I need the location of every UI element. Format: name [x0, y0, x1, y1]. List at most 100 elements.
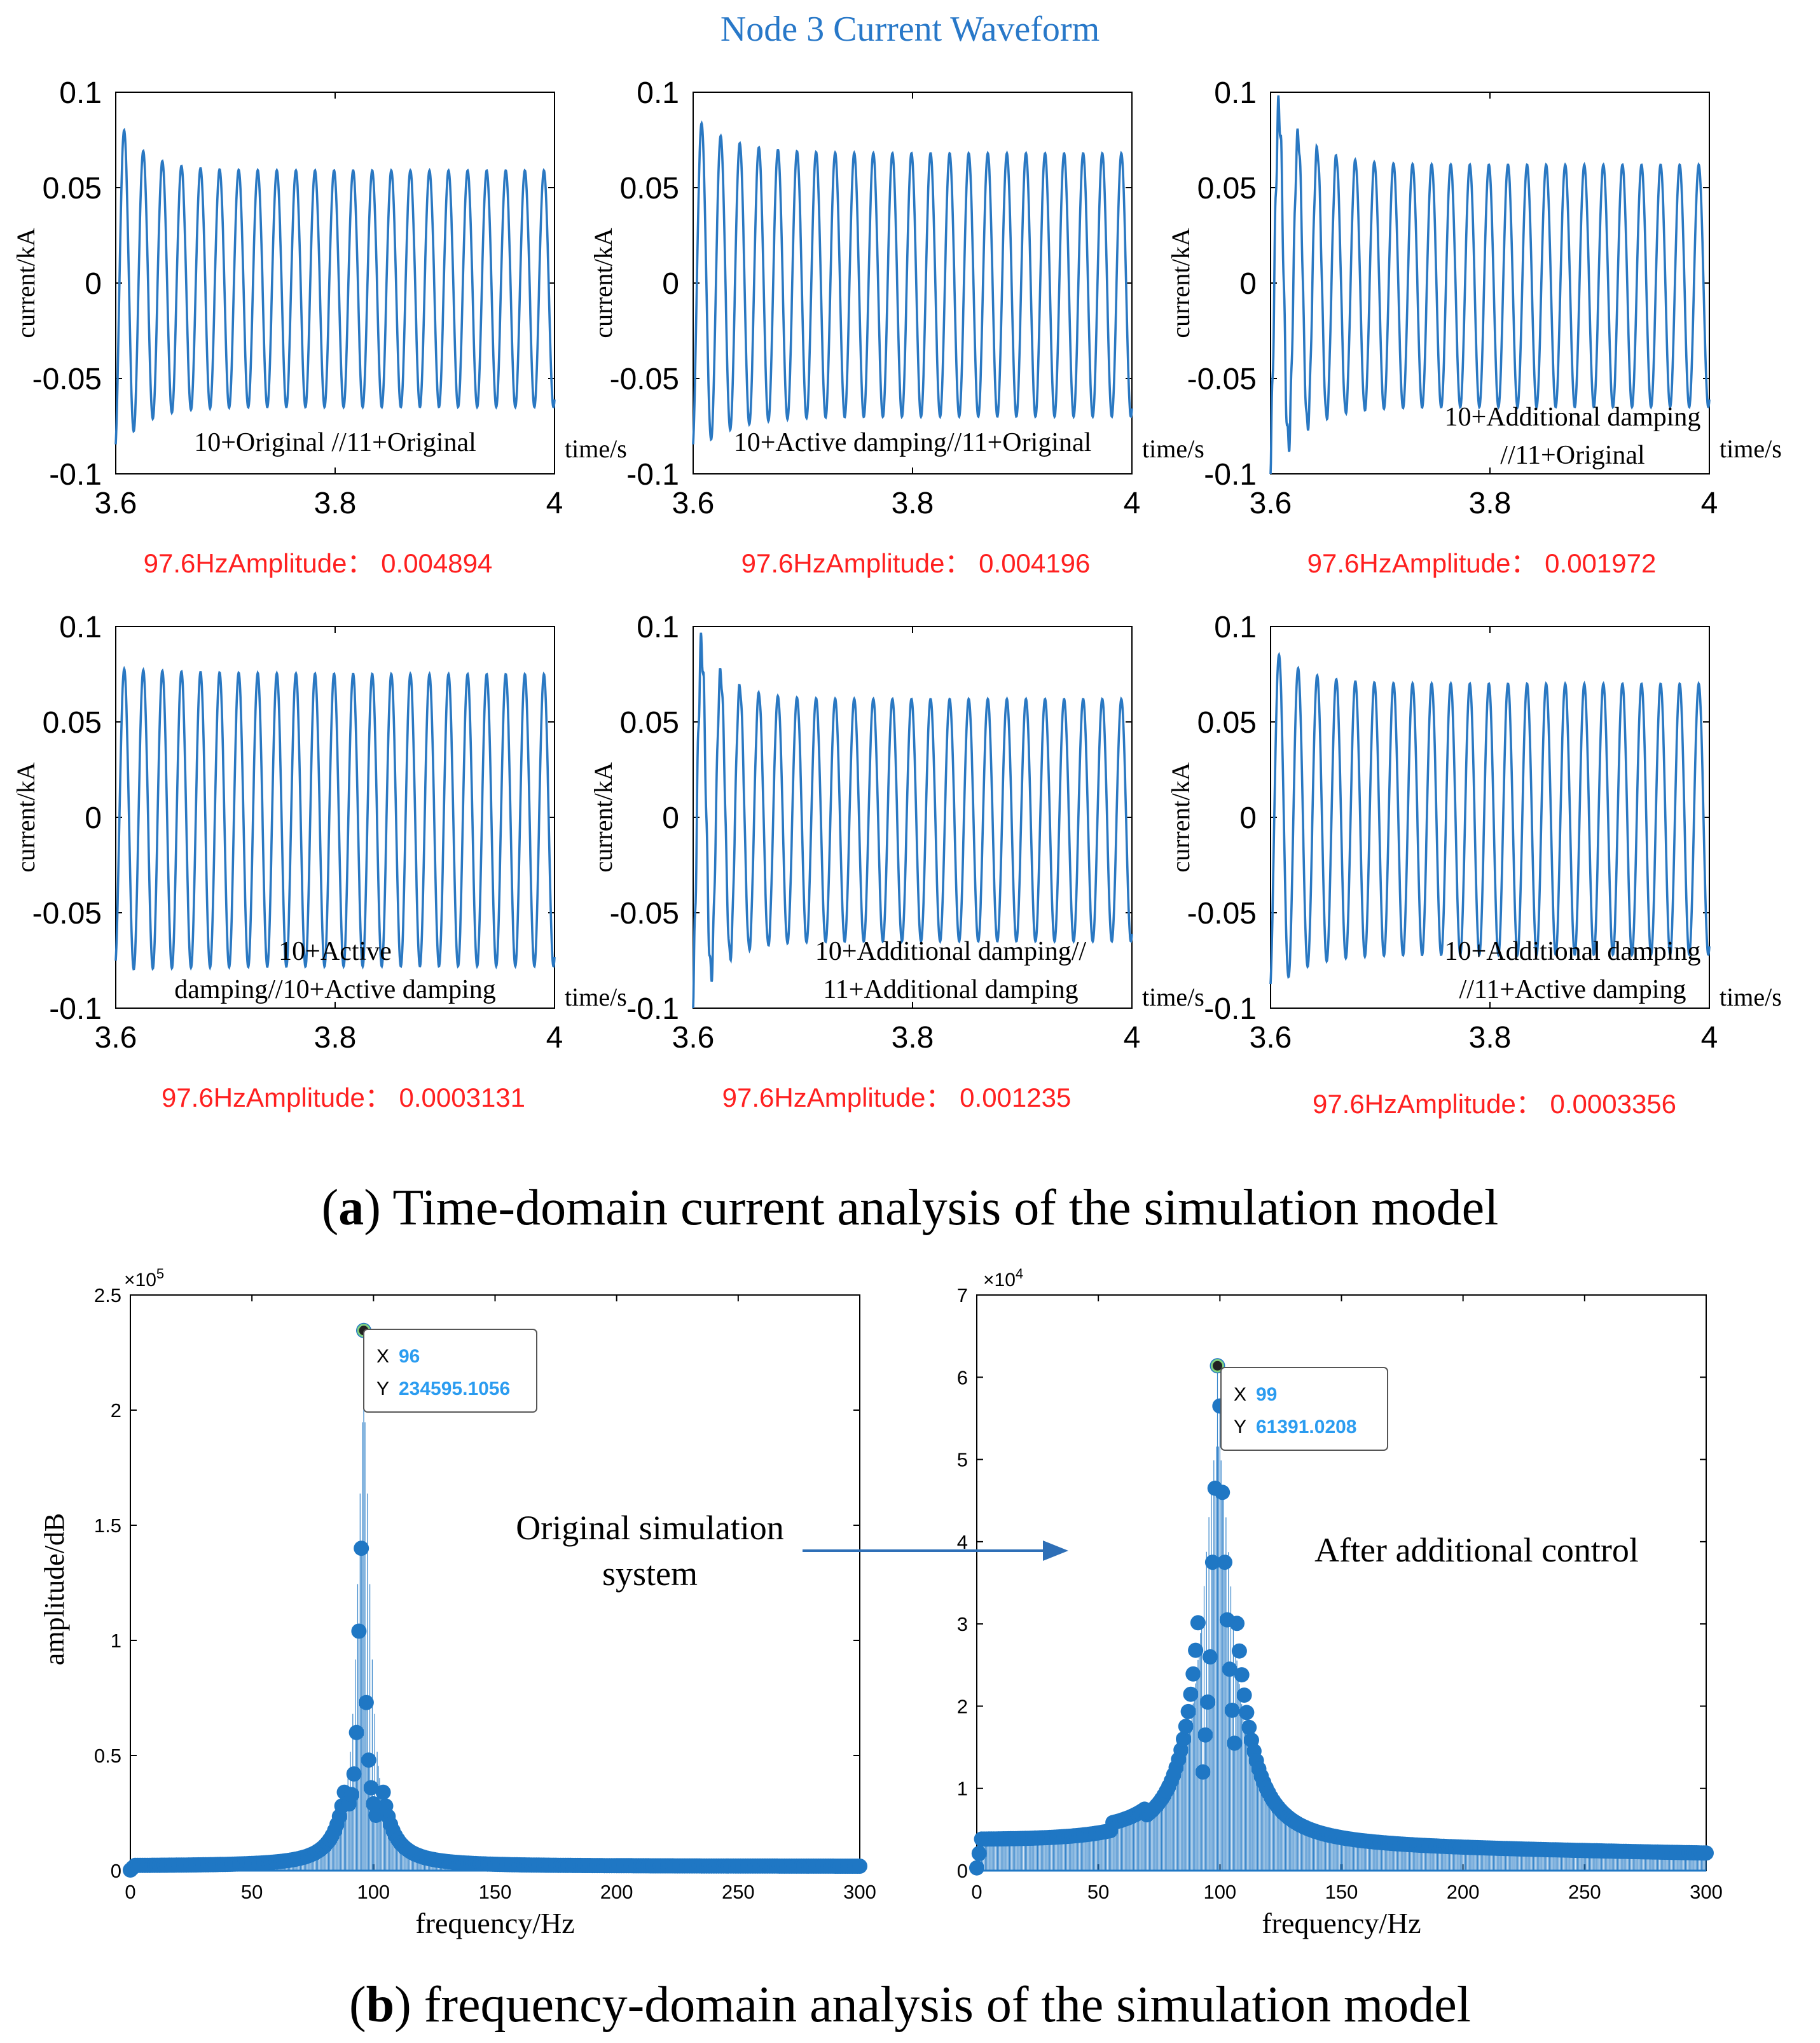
y-tick-label: -0.05: [1187, 897, 1257, 931]
x-axis-label: time/s: [565, 983, 627, 1011]
x-tick-label: 300: [1690, 1881, 1723, 1903]
stem-marker: [1188, 1642, 1204, 1658]
waveform-line: [692, 632, 1133, 1009]
caption-a-text: Time-domain current analysis of the simu…: [381, 1180, 1499, 1236]
x-tick-label: 3.6: [672, 1021, 715, 1055]
stem-marker: [971, 1846, 987, 1861]
panel-caption-line: 10+Original //11+Original: [194, 428, 476, 457]
y-tick-label: 1.5: [94, 1514, 121, 1537]
y-tick-label: -0.1: [626, 992, 679, 1026]
x-tick-label: 3.8: [314, 487, 357, 520]
y-tick-label: 4: [957, 1531, 968, 1553]
y-tick-label: 0.1: [59, 611, 102, 644]
y-exponent-label: ×105: [124, 1266, 164, 1291]
datatip-y-value: 61391.0208: [1256, 1416, 1357, 1437]
frequency-domain-panels: 00.511.522.50 50 100 150 200 250 300×105freque…: [39, 1266, 1723, 1939]
y-tick-label: 0: [662, 801, 679, 835]
datatip-box: [363, 1329, 537, 1413]
time-panel-3: -0.1 -0.05 0 0.05 0.1 3.6 3.8 4 current/kA time/s…: [1166, 76, 1782, 578]
y-tick-label: -0.1: [49, 458, 102, 492]
y-tick-label: 7: [957, 1284, 968, 1306]
stem-marker: [375, 1784, 391, 1800]
y-tick-label: 0.5: [94, 1745, 121, 1767]
x-tick-label: 50: [241, 1881, 263, 1903]
panel-caption-line: 10+Additional damping: [1445, 937, 1701, 966]
amplitude-label: 97.6HzAmplitude： 0.001235: [722, 1083, 1072, 1112]
datatip-y-label: Y: [376, 1378, 389, 1399]
panel-caption-line: 11+Additional damping: [823, 975, 1078, 1004]
stem-marker: [1197, 1727, 1213, 1743]
stem-marker: [969, 1860, 984, 1876]
datatip-y-value: 234595.1056: [399, 1378, 510, 1399]
y-tick-label: 0: [1239, 267, 1257, 301]
stem-marker: [1178, 1719, 1194, 1735]
arrow-head: [1043, 1541, 1068, 1561]
y-axis-label: amplitude/dB: [39, 1513, 70, 1666]
y-tick-label: -0.05: [32, 897, 102, 931]
y-tick-label: -0.1: [1204, 992, 1257, 1026]
time-panel-1: -0.1 -0.05 0 0.05 0.1 3.6 3.8 4 current/kA time/s…: [11, 76, 627, 578]
stem-marker: [348, 1724, 364, 1740]
y-tick-label: -0.1: [49, 992, 102, 1026]
stem-marker: [1219, 1612, 1235, 1628]
exponent-base: ×10: [983, 1270, 1016, 1291]
x-tick-label: 250: [722, 1881, 755, 1903]
x-tick-label: 3.8: [1469, 1021, 1512, 1055]
y-tick-label: 2: [957, 1695, 968, 1717]
panel-caption-line: 10+Additional damping//: [815, 937, 1086, 966]
x-tick-label: 4: [546, 487, 563, 520]
waveform-line: [692, 120, 1133, 445]
datatip-x-label: X: [1234, 1384, 1246, 1405]
y-tick-label: 0.05: [43, 706, 102, 740]
stem-marker: [1241, 1719, 1257, 1735]
panel-caption-line: //11+Original: [1500, 441, 1644, 470]
caption-b-letter: b: [366, 1977, 395, 2033]
x-tick-label: 3.6: [95, 1021, 137, 1055]
x-tick-label: 3.6: [1250, 487, 1292, 520]
x-tick-label: 4: [1701, 1021, 1718, 1055]
spectrum-panel-1: 0 0.5 1 1.5 2 2.5 0 50 100 150 200 250 300 ×105 freque…: [39, 1266, 876, 1939]
y-tick-label: -0.1: [626, 458, 679, 492]
x-tick-label: 150: [1325, 1881, 1358, 1903]
stem-marker: [1183, 1686, 1199, 1702]
amplitude-label: 97.6HzAmplitude： 0.004894: [144, 548, 493, 578]
x-tick-label: 150: [479, 1881, 512, 1903]
time-domain-panels: -0.1 -0.05 0 0.05 0.1 3.6 3.8 4 current/kA time/s…: [11, 76, 1782, 1119]
y-tick-label: 0: [662, 267, 679, 301]
y-tick-label: 5: [957, 1449, 968, 1471]
y-tick-label: 0.05: [1197, 706, 1257, 740]
datatip-box: [1220, 1367, 1388, 1451]
transition-arrow: [803, 1541, 1068, 1561]
exponent-power: 5: [156, 1266, 164, 1282]
exponent-base: ×10: [124, 1270, 156, 1291]
x-axis-label: frequency/Hz: [415, 1907, 574, 1939]
y-tick-label: 0: [957, 1860, 968, 1882]
y-tick-label: 2: [111, 1399, 121, 1422]
y-tick-label: 0.05: [43, 172, 102, 205]
figure-title: Node 3 Current Waveform: [720, 10, 1100, 49]
panel-label-line: system: [602, 1555, 698, 1593]
datatip-y-label: Y: [1234, 1416, 1246, 1437]
x-axis-label: time/s: [1142, 983, 1204, 1011]
datatip-x-label: X: [376, 1346, 389, 1367]
stem-marker: [1234, 1667, 1250, 1683]
marker-series: [969, 1358, 1714, 1876]
datatip-x-value: 96: [399, 1346, 420, 1367]
stem-marker: [368, 1808, 384, 1824]
x-axis-label: time/s: [1142, 434, 1204, 463]
stem-marker: [1222, 1661, 1237, 1677]
stem-marker: [1190, 1615, 1206, 1631]
x-axis-label: frequency/Hz: [1262, 1907, 1421, 1939]
y-exponent-label: ×104: [983, 1266, 1023, 1291]
stem-marker: [1231, 1643, 1247, 1659]
stem-marker: [1224, 1702, 1240, 1718]
y-tick-label: 0: [1239, 801, 1257, 835]
x-tick-label: 250: [1568, 1881, 1601, 1903]
amplitude-label: 97.6HzAmplitude： 0.004196: [741, 548, 1091, 578]
caption-a-letter: a: [338, 1180, 364, 1236]
x-tick-label: 200: [600, 1881, 633, 1903]
y-tick-label: -0.1: [1204, 458, 1257, 492]
panel-caption-line: 10+Active damping//11+Original: [734, 428, 1092, 457]
stem-marker: [1180, 1703, 1196, 1719]
stem-marker: [1203, 1649, 1218, 1665]
